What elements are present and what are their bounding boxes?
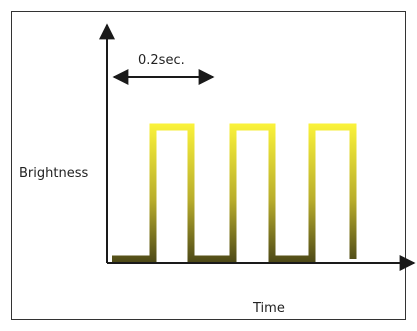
- y-axis-label: Brightness: [19, 166, 89, 181]
- period-label: 0.2sec.: [138, 53, 185, 68]
- square-wave-signal: [112, 123, 357, 263]
- frame-border: [11, 11, 406, 320]
- x-axis-label: Time: [253, 301, 285, 316]
